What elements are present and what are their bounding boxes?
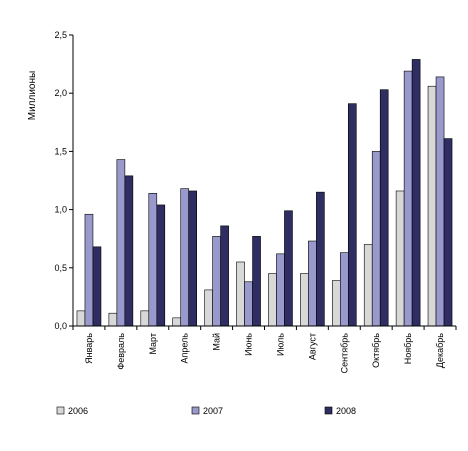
y-tick-label: 0,0 — [54, 321, 67, 331]
bar-2008-5 — [220, 225, 229, 327]
legend-label-2006: 2006 — [68, 406, 88, 416]
bar-2008-2 — [124, 175, 134, 327]
bar-2006-1 — [76, 310, 86, 327]
y-axis-title-group: Миллионы — [27, 71, 38, 120]
x-tick-label: Декабрь — [435, 333, 445, 368]
x-tick-label: Июнь — [244, 333, 254, 356]
bar-2007-11 — [403, 70, 413, 327]
legend-swatch-2007 — [191, 406, 200, 415]
y-axis-ticks: 0,0 0,5 1,0 1,5 2,0 2,5 — [54, 30, 73, 331]
bar-2008-3 — [156, 204, 166, 327]
x-tick-label: Август — [307, 333, 317, 360]
bar-2006-8 — [300, 273, 309, 327]
bar-2006-12 — [427, 85, 437, 327]
bar-2006-4 — [172, 317, 182, 327]
y-tick-label: 0,5 — [54, 263, 67, 273]
bar-2006-3 — [140, 310, 150, 327]
x-tick-label: Ноябрь — [403, 333, 413, 365]
bars — [76, 59, 453, 327]
bar-2008-9 — [347, 103, 357, 327]
bar-2006-5 — [204, 289, 213, 327]
bar-2008-7 — [284, 210, 293, 327]
bar-2008-10 — [379, 89, 389, 327]
bar-2007-7 — [276, 253, 285, 327]
bar-2007-2 — [116, 159, 126, 327]
bar-2008-11 — [411, 59, 421, 327]
x-tick-label: Сентябрь — [339, 333, 349, 374]
y-tick-label: 2,0 — [54, 88, 67, 98]
bar-2007-6 — [244, 281, 253, 327]
legend-swatch-2008 — [324, 406, 333, 415]
x-tick-label: Январь — [84, 333, 94, 364]
bar-2007-8 — [308, 240, 317, 327]
legend-swatch-2006 — [56, 406, 65, 415]
bar-2008-1 — [92, 246, 102, 327]
y-tick-label: 2,5 — [54, 30, 67, 40]
bar-2006-9 — [331, 280, 341, 327]
legend-label-2008: 2008 — [336, 406, 356, 416]
bar-2006-10 — [363, 244, 373, 327]
bar-2007-5 — [212, 236, 221, 327]
bar-2007-10 — [371, 151, 381, 327]
bar-2006-2 — [108, 312, 118, 327]
x-tick-label: Октябрь — [371, 333, 381, 368]
x-tick-label: Май — [212, 333, 222, 351]
bar-2007-9 — [339, 252, 349, 327]
axes — [72, 35, 457, 330]
legend-label-2007: 2007 — [203, 406, 223, 416]
x-tick-label: Февраль — [116, 333, 126, 370]
bar-2007-3 — [148, 193, 158, 327]
x-axis-labels: Январь Февраль Март Апрель Май Июнь Июль Август… — [84, 333, 445, 374]
bar-2007-12 — [435, 76, 445, 327]
y-axis-title: Миллионы — [27, 71, 38, 120]
x-tick-label: Апрель — [180, 333, 190, 364]
x-tick-label: Июль — [275, 333, 285, 356]
bar-2008-4 — [188, 190, 198, 327]
bar-2007-4 — [180, 188, 190, 327]
legend: 2006 2007 2008 — [56, 406, 356, 416]
bar-2006-6 — [236, 261, 245, 327]
bar-2006-7 — [268, 273, 277, 327]
bar-2008-8 — [316, 191, 325, 327]
bar-2008-12 — [443, 138, 453, 327]
bar-2007-1 — [84, 213, 94, 327]
bar-2008-6 — [252, 236, 261, 327]
x-tick-label: Март — [148, 333, 158, 355]
y-tick-label: 1,0 — [54, 205, 67, 215]
bar-2006-11 — [395, 190, 405, 327]
y-tick-label: 1,5 — [54, 146, 67, 156]
